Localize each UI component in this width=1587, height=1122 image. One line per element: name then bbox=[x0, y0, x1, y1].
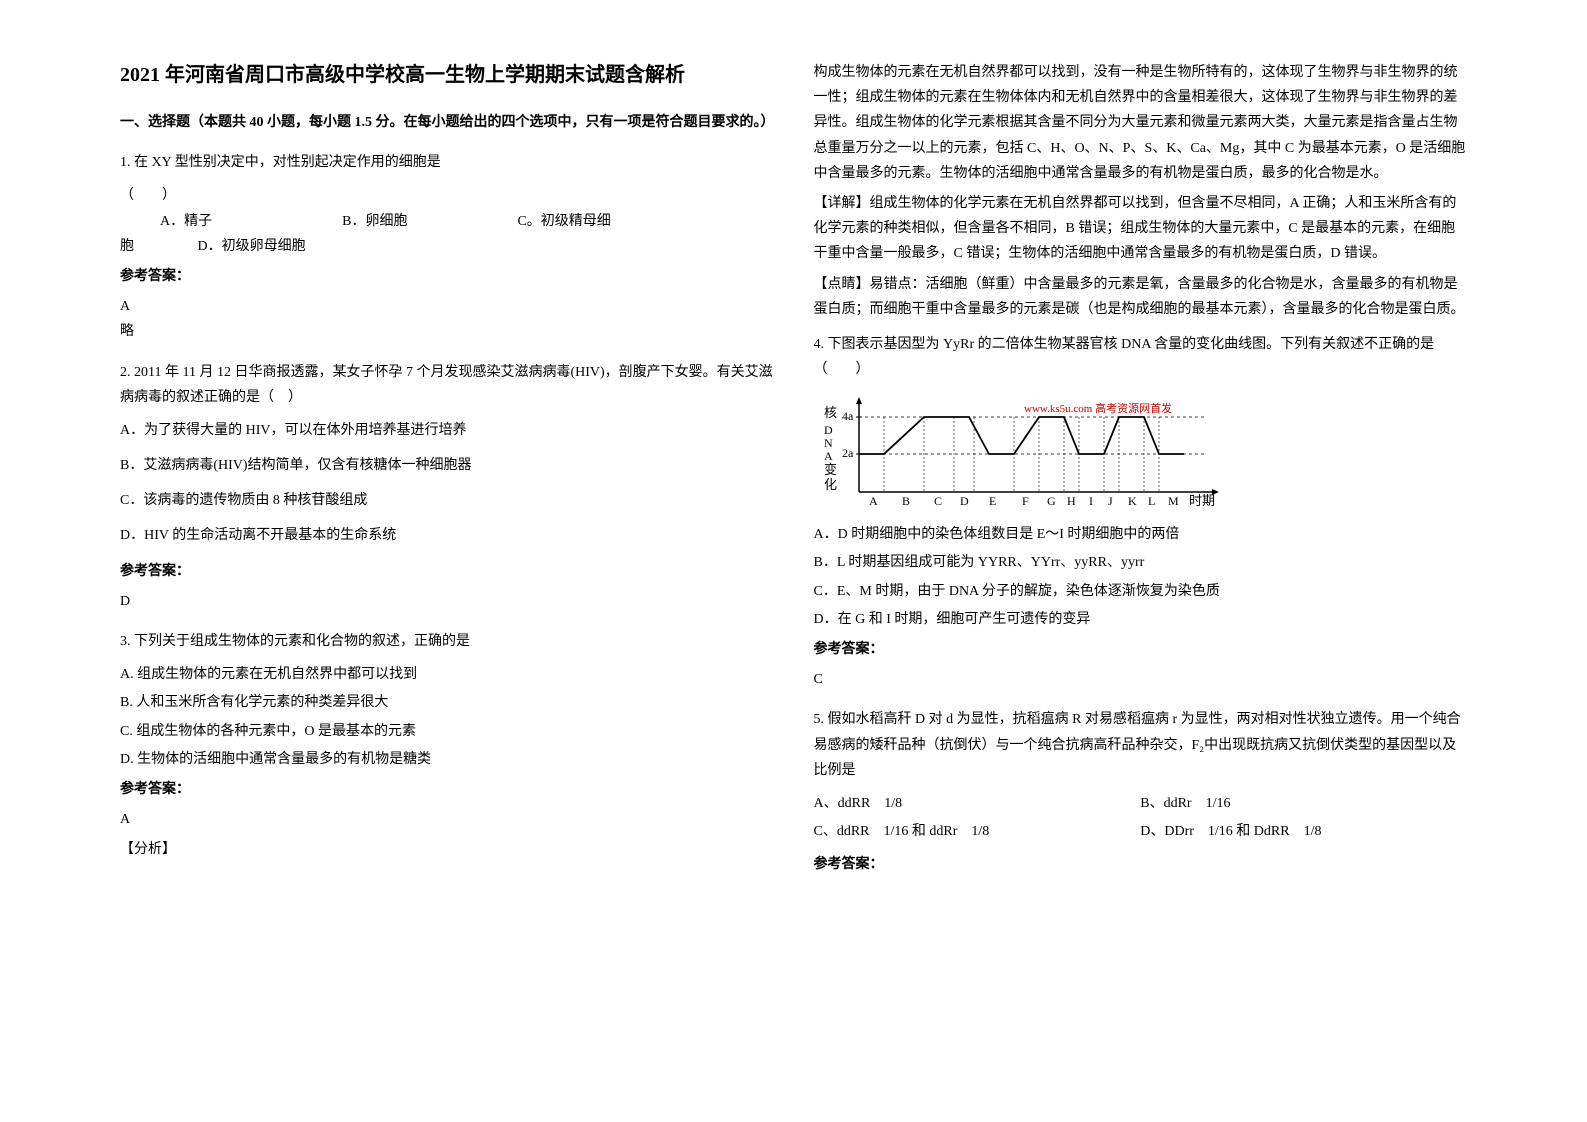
q1-opt-a: A．精子 bbox=[160, 209, 212, 234]
x-d: D bbox=[960, 494, 969, 508]
chart-ylabel-2: D bbox=[824, 423, 833, 437]
q3-analysis-label: 【分析】 bbox=[120, 837, 774, 862]
q3-point: 【点睛】易错点：活细胞（鲜重）中含量最多的元素是氧，含量最多的化合物是水，含量最… bbox=[814, 272, 1468, 322]
dna-chart-svg: 核 D N A 变 化 4a 2a bbox=[814, 392, 1234, 512]
q3-opt-c: C. 组成生物体的各种元素中，O 是最基本的元素 bbox=[120, 719, 774, 744]
q4-opt-d: D．在 G 和 I 时期，细胞可产生可遗传的变异 bbox=[814, 607, 1468, 632]
x-axis-label: 时期 bbox=[1189, 493, 1215, 508]
question-2: 2. 2011 年 11 月 12 日华商报透露，某女子怀孕 7 个月发现感染艾… bbox=[120, 360, 774, 615]
x-k: K bbox=[1128, 494, 1137, 508]
q3-point-label: 【点睛】 bbox=[814, 277, 870, 292]
q5-text: 5. 假如水稻高秆 D 对 d 为显性，抗稻瘟病 R 对易感稻瘟病 r 为显性，… bbox=[814, 707, 1468, 783]
x-j: J bbox=[1108, 494, 1113, 508]
q3-opt-b: B. 人和玉米所含有化学元素的种类差异很大 bbox=[120, 690, 774, 715]
q4-text: 4. 下图表示基因型为 YyRr 的二倍体生物某器官核 DNA 含量的变化曲线图… bbox=[814, 332, 1468, 382]
chart-ylabel-1: 核 bbox=[824, 405, 837, 420]
q1-answer: A bbox=[120, 294, 774, 319]
q1-opt-b: B．卵细胞 bbox=[342, 209, 407, 234]
x-h: H bbox=[1067, 494, 1076, 508]
q2-text: 2. 2011 年 11 月 12 日华商报透露，某女子怀孕 7 个月发现感染艾… bbox=[120, 360, 774, 410]
q2-answer: D bbox=[120, 589, 774, 614]
q1-text: 1. 在 XY 型性别决定中，对性别起决定作用的细胞是 bbox=[120, 150, 774, 175]
chart-watermark: www.ks5u.com 高考资源网首发 bbox=[1024, 401, 1172, 415]
x-e: E bbox=[989, 494, 996, 508]
q3-point-text: 易错点：活细胞（鲜重）中含量最多的元素是氧，含量最多的化合物是水，含量最多的有机… bbox=[814, 277, 1465, 317]
q5-opt-b: B、ddRr 1/16 bbox=[1140, 791, 1467, 816]
x-c: C bbox=[934, 494, 942, 508]
x-m: M bbox=[1168, 494, 1179, 508]
q2-options: A．为了获得大量的 HIV，可以在体外用培养基进行培养 B．艾滋病病毒(HIV)… bbox=[120, 418, 774, 549]
q1-paren: （ ） bbox=[120, 183, 774, 208]
q4-options: A．D 时期细胞中的染色体组数目是 E～I 时期细胞中的两倍 B．L 时期基因组… bbox=[814, 522, 1468, 632]
question-4: 4. 下图表示基因型为 YyRr 的二倍体生物某器官核 DNA 含量的变化曲线图… bbox=[814, 332, 1468, 693]
q4-chart: 核 D N A 变 化 4a 2a bbox=[814, 392, 1234, 512]
q4-opt-a: A．D 时期细胞中的染色体组数目是 E～I 时期细胞中的两倍 bbox=[814, 522, 1468, 547]
q3-opt-a: A. 组成生物体的元素在无机自然界中都可以找到 bbox=[120, 662, 774, 687]
q2-opt-a: A．为了获得大量的 HIV，可以在体外用培养基进行培养 bbox=[120, 418, 774, 443]
q3-answer: A bbox=[120, 807, 774, 832]
chart-ylabel-4: A bbox=[824, 449, 833, 463]
q3-detail: 【详解】组成生物体的化学元素在无机自然界都可以找到，但含量不尽相同，A 正确；人… bbox=[814, 191, 1468, 267]
q2-answer-label: 参考答案： bbox=[120, 559, 774, 584]
q1-note: 略 bbox=[120, 319, 774, 344]
q1-opt-c: C。初级精母细 bbox=[517, 209, 610, 234]
q1-opt-c2: 胞 bbox=[120, 239, 134, 254]
q3-para1: 构成生物体的元素在无机自然界都可以找到，没有一种是生物所特有的，这体现了生物界与… bbox=[814, 60, 1468, 186]
q3-answer-label: 参考答案： bbox=[120, 777, 774, 802]
question-3: 3. 下列关于组成生物体的元素和化合物的叙述，正确的是 A. 组成生物体的元素在… bbox=[120, 629, 774, 863]
chart-4a: 4a bbox=[842, 409, 854, 423]
q3-opt-d: D. 生物体的活细胞中通常含量最多的有机物是糖类 bbox=[120, 747, 774, 772]
x-g: G bbox=[1047, 494, 1056, 508]
q5-opt-d: D、DDrr 1/16 和 DdRR 1/8 bbox=[1140, 819, 1467, 844]
q1-opt-d: D．初级卵母细胞 bbox=[198, 239, 306, 254]
x-f: F bbox=[1022, 494, 1029, 508]
q4-answer-label: 参考答案： bbox=[814, 637, 1468, 662]
chart-ylabel-6: 化 bbox=[824, 477, 837, 492]
question-5: 5. 假如水稻高秆 D 对 d 为显性，抗稻瘟病 R 对易感稻瘟病 r 为显性，… bbox=[814, 707, 1468, 877]
q4-opt-b: B．L 时期基因组成可能为 YYRR、YYrr、yyRR、yyrr bbox=[814, 550, 1468, 575]
q3-detail-label: 【详解】 bbox=[814, 196, 870, 211]
left-column: 2021 年河南省周口市高级中学校高一生物上学期期末试题含解析 一、选择题（本题… bbox=[100, 60, 794, 1062]
q2-opt-c: C．该病毒的遗传物质由 8 种核苷酸组成 bbox=[120, 488, 774, 513]
q1-opt-c2-d: 胞 D．初级卵母细胞 bbox=[120, 234, 774, 259]
section-heading: 一、选择题（本题共 40 小题，每小题 1.5 分。在每小题给出的四个选项中，只… bbox=[120, 110, 774, 135]
chart-ylabel-5: 变 bbox=[824, 462, 837, 477]
x-i: I bbox=[1089, 494, 1093, 508]
q5-opt-c: C、ddRR 1/16 和 ddRr 1/8 bbox=[814, 819, 1141, 844]
right-column: 构成生物体的元素在无机自然界都可以找到，没有一种是生物所特有的，这体现了生物界与… bbox=[794, 60, 1488, 1062]
q5-options: A、ddRR 1/8 B、ddRr 1/16 C、ddRR 1/16 和 ddR… bbox=[814, 791, 1468, 847]
chart-ylabel-3: N bbox=[824, 436, 833, 450]
q3-detail-text: 组成生物体的化学元素在无机自然界都可以找到，但含量不尽相同，A 正确；人和玉米所… bbox=[814, 196, 1457, 261]
chart-2a: 2a bbox=[842, 446, 854, 460]
q4-answer: C bbox=[814, 667, 1468, 692]
x-a: A bbox=[869, 494, 878, 508]
q3-options: A. 组成生物体的元素在无机自然界中都可以找到 B. 人和玉米所含有化学元素的种… bbox=[120, 662, 774, 772]
q4-opt-c: C．E、M 时期，由于 DNA 分子的解旋，染色体逐渐恢复为染色质 bbox=[814, 579, 1468, 604]
x-l: L bbox=[1148, 494, 1155, 508]
q3-text: 3. 下列关于组成生物体的元素和化合物的叙述，正确的是 bbox=[120, 629, 774, 654]
q2-opt-b: B．艾滋病病毒(HIV)结构简单，仅含有核糖体一种细胞器 bbox=[120, 453, 774, 478]
page-title: 2021 年河南省周口市高级中学校高一生物上学期期末试题含解析 bbox=[120, 60, 774, 90]
q1-answer-label: 参考答案： bbox=[120, 264, 774, 289]
x-b: B bbox=[902, 494, 910, 508]
question-1: 1. 在 XY 型性别决定中，对性别起决定作用的细胞是 （ ） A．精子 B．卵… bbox=[120, 150, 774, 344]
q2-opt-d: D．HIV 的生命活动离不开最基本的生命系统 bbox=[120, 523, 774, 548]
q1-options-row: A．精子 B．卵细胞 C。初级精母细 bbox=[120, 209, 774, 234]
q5-answer-label: 参考答案： bbox=[814, 852, 1468, 877]
q5-opt-a: A、ddRR 1/8 bbox=[814, 791, 1141, 816]
